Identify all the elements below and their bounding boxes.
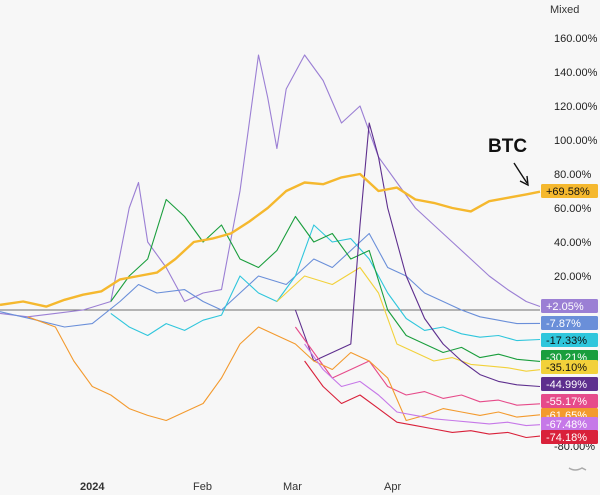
final-value-label: +69.58%: [546, 186, 590, 198]
final-value-badges: +69.58%+2.05%-7.87%-17.33%-30.21%-35.10%…: [541, 184, 598, 444]
y-tick-label: 100.00%: [554, 135, 598, 147]
series-line-6[interactable]: [294, 122, 541, 388]
btc-annotation-label: BTC: [488, 136, 527, 157]
final-value-badge: -67.48%: [541, 417, 598, 431]
y-axis-ticks: 160.00% 140.00% 120.00% 100.00% 80.00% 60.00%…: [554, 33, 598, 453]
y-tick-label: 120.00%: [554, 101, 598, 113]
series-line-5[interactable]: [276, 266, 541, 372]
series-line-10[interactable]: [304, 360, 541, 439]
x-tick-label: Apr: [384, 481, 401, 493]
scale-mode-label[interactable]: Mixed: [550, 4, 580, 16]
series-line-9[interactable]: [304, 343, 541, 427]
final-value-badge: +69.58%: [541, 184, 598, 198]
arrow-icon: [513, 162, 528, 184]
final-value-label: -55.17%: [546, 396, 587, 408]
x-axis-ticks: 2024 Feb Mar Apr: [80, 481, 401, 493]
final-value-badge: -35.10%: [541, 360, 598, 374]
y-tick-label: 60.00%: [554, 203, 592, 215]
y-tick-label: 160.00%: [554, 33, 598, 45]
series-line-1[interactable]: [0, 54, 541, 318]
series-line-2[interactable]: [0, 232, 541, 328]
y-tick-label: 40.00%: [554, 237, 592, 249]
final-value-badge: -74.18%: [541, 430, 598, 444]
final-value-label: +2.05%: [546, 301, 584, 313]
series-lines: [0, 54, 541, 439]
x-tick-label: Mar: [283, 481, 302, 493]
final-value-label: -74.18%: [546, 432, 587, 444]
watermark-icon: [568, 467, 587, 471]
final-value-badge: -17.33%: [541, 333, 598, 347]
final-value-badge: -55.17%: [541, 394, 598, 408]
final-value-label: -44.99%: [546, 379, 587, 391]
final-value-label: -35.10%: [546, 362, 587, 374]
final-value-badge: -44.99%: [541, 377, 598, 391]
x-tick-label: Feb: [193, 481, 212, 493]
final-value-label: -67.48%: [546, 419, 587, 431]
series-line-3[interactable]: [110, 224, 541, 342]
final-value-label: -7.87%: [546, 318, 581, 330]
series-line-4[interactable]: [110, 198, 541, 362]
series-line-7[interactable]: [294, 326, 541, 406]
final-value-label: -17.33%: [546, 335, 587, 347]
arrowhead-icon: [519, 175, 529, 187]
btc-annotation: BTC: [488, 136, 529, 187]
y-tick-label: 80.00%: [554, 169, 592, 181]
y-tick-label: 140.00%: [554, 67, 598, 79]
final-value-badge: -7.87%: [541, 316, 598, 330]
series-line-8[interactable]: [27, 316, 541, 422]
series-line-btc[interactable]: [0, 172, 541, 308]
final-value-badge: +2.05%: [541, 299, 598, 313]
y-tick-label: 20.00%: [554, 271, 592, 283]
x-tick-label: 2024: [80, 481, 105, 493]
